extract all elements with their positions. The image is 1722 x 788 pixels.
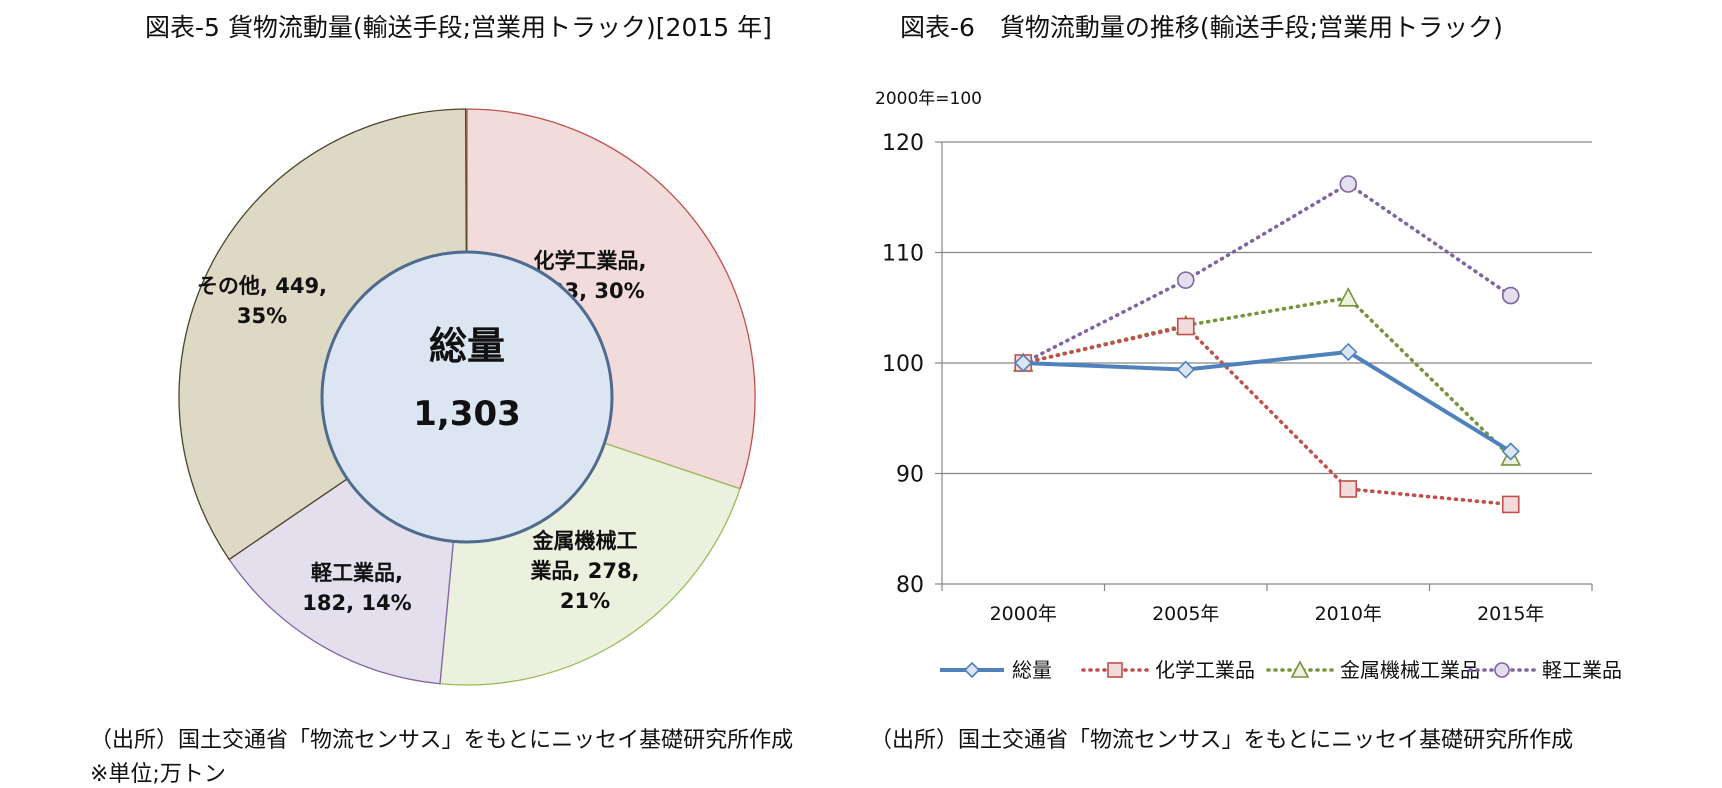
pie-slice-label-1: 金属機械工業品, 278, 21% <box>530 529 639 613</box>
series-3-point-1 <box>1176 271 1195 289</box>
ytick-label-120: 120 <box>882 131 924 156</box>
series-0-point-0 <box>1014 353 1033 373</box>
series-line-1 <box>1021 324 1513 507</box>
legend-marker-3 <box>1494 662 1510 678</box>
pie-slice-label-3: その他, 449, 35% <box>197 274 327 328</box>
series-1-point-2 <box>1339 480 1358 498</box>
xtick-label-0: 2000年 <box>990 603 1057 625</box>
series-0-point-2 <box>1339 342 1358 362</box>
series-1-point-3 <box>1501 495 1520 514</box>
legend-marker-1 <box>1107 662 1123 678</box>
xtick-label-3: 2015年 <box>1477 603 1544 625</box>
xtick-label-1: 2005年 <box>1152 603 1219 625</box>
legend-marker-0 <box>963 661 981 679</box>
line-chart-title: 図表-6 貨物流動量の推移(輸送手段;営業用トラック) <box>900 13 1503 42</box>
ytick-label-110: 110 <box>882 242 924 267</box>
xtick-label-2: 2010年 <box>1315 603 1382 625</box>
ytick-label-100: 100 <box>882 352 924 377</box>
pie-center-title: 総量 <box>429 324 505 368</box>
ytick-label-80: 80 <box>896 573 924 598</box>
legend-label-3: 軽工業品 <box>1542 658 1622 682</box>
series-line-3 <box>1021 181 1513 365</box>
pie-chart-title: 図表-5 貨物流動量(輸送手段;営業用トラック)[2015 年] <box>145 13 772 42</box>
legend-label-0: 総量 <box>1012 658 1052 682</box>
series-3-point-3 <box>1501 286 1520 305</box>
line-chart-unit-note: 2000年=100 <box>875 89 982 109</box>
pie-unit-note: ※単位;万トン <box>90 762 226 787</box>
pie-slice-3 <box>178 108 468 561</box>
series-0-point-3 <box>1501 442 1520 461</box>
pie-source-note: （出所）国土交通省「物流センサス」をもとにニッセイ基礎研究所作成 <box>90 728 794 753</box>
legend-label-1: 化学工業品 <box>1155 658 1255 682</box>
pie-center-value: 1,303 <box>413 394 521 434</box>
ytick-label-90: 90 <box>896 463 924 488</box>
legend-label-2: 金属機械工業品 <box>1340 658 1480 682</box>
series-0-point-1 <box>1176 360 1195 379</box>
series-2-point-2 <box>1337 287 1359 307</box>
pie-center-circle <box>320 250 614 544</box>
series-line-2 <box>1021 295 1513 459</box>
series-line-0 <box>1023 349 1512 454</box>
series-1-point-1 <box>1176 317 1195 336</box>
series-3-point-2 <box>1339 175 1358 193</box>
pie-slice-label-2: 軽工業品, 182, 14% <box>302 561 411 615</box>
legend-marker-2 <box>1290 660 1310 678</box>
line-source-note: （出所）国土交通省「物流センサス」をもとにニッセイ基礎研究所作成 <box>870 728 1574 753</box>
